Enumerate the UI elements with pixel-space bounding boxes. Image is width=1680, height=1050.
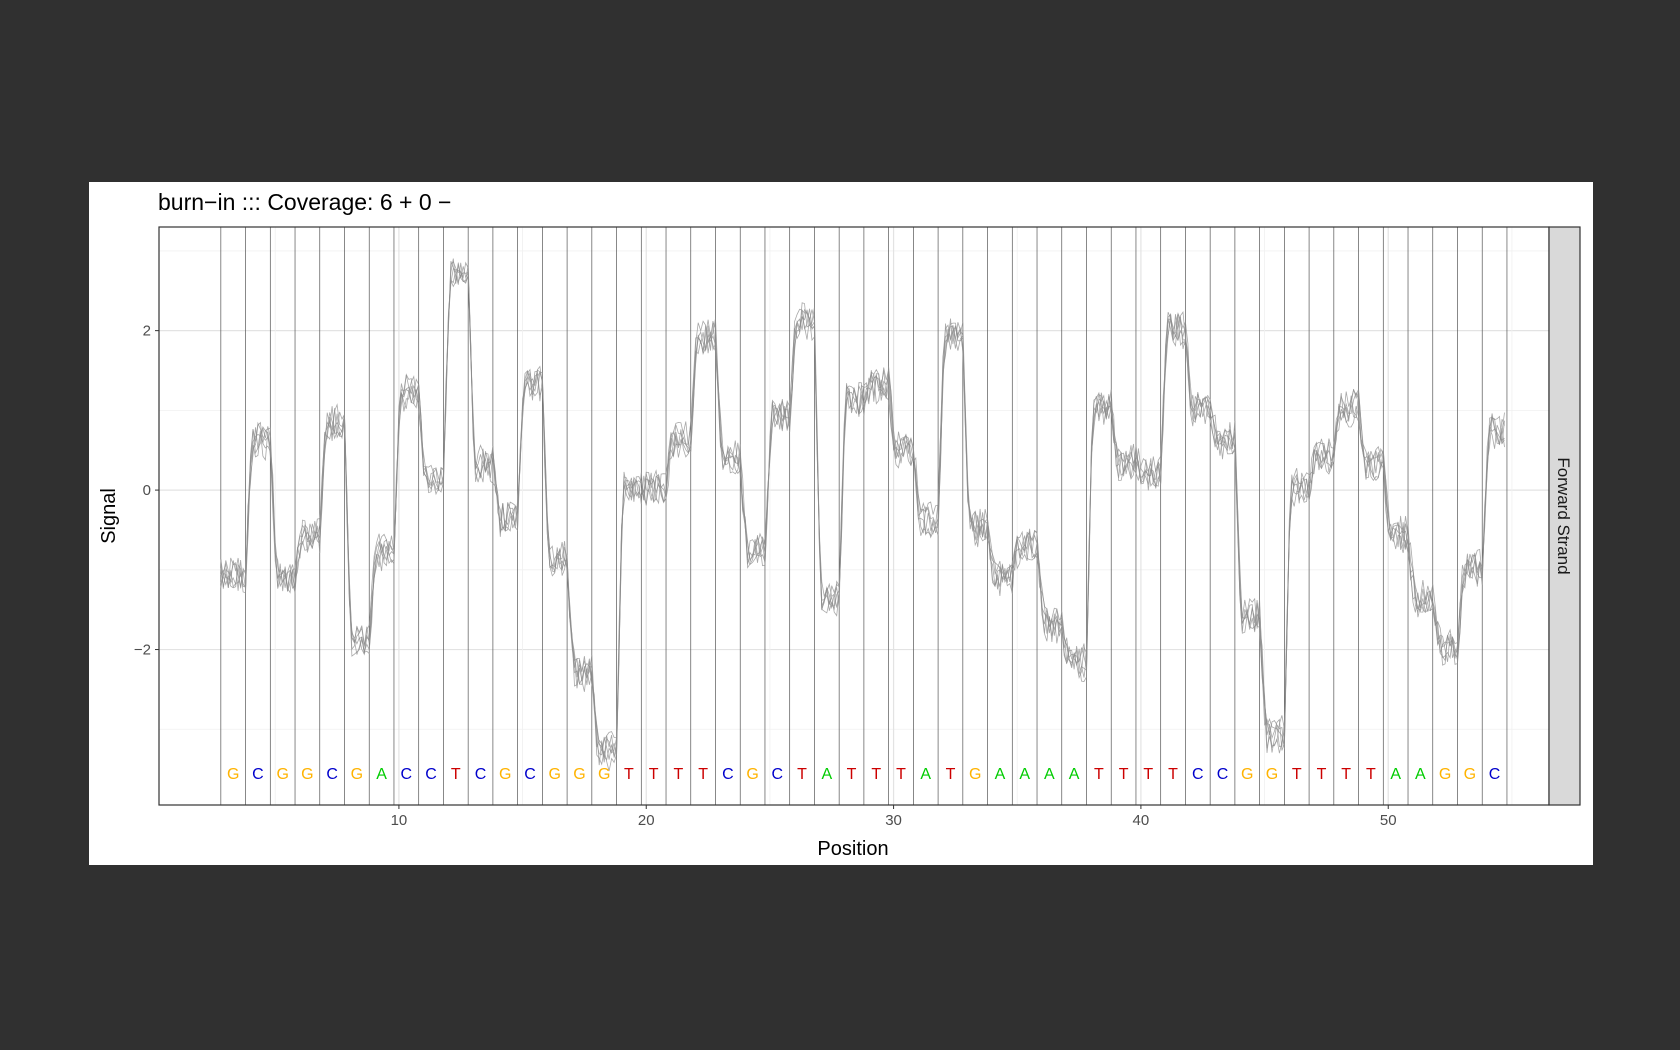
x-tick-label: 20: [638, 812, 655, 829]
base-label: A: [1044, 766, 1055, 783]
base-label: G: [598, 766, 610, 783]
base-label: T: [624, 766, 634, 783]
base-label: C: [401, 766, 413, 783]
x-tick-label: 30: [885, 812, 902, 829]
base-label: G: [1241, 766, 1253, 783]
base-label: T: [698, 766, 708, 783]
base-label: C: [722, 766, 734, 783]
base-label: G: [499, 766, 511, 783]
y-axis-title: Signal: [98, 488, 120, 544]
base-label: C: [1192, 766, 1204, 783]
base-label: T: [946, 766, 956, 783]
panel-background: [159, 227, 1549, 805]
base-label: G: [1266, 766, 1278, 783]
y-tick-label: −2: [134, 642, 151, 659]
base-label: C: [425, 766, 437, 783]
base-label: G: [227, 766, 239, 783]
base-label: T: [1143, 766, 1153, 783]
base-label: C: [1489, 766, 1501, 783]
facet-strip: Forward Strand: [1548, 226, 1581, 806]
base-label: G: [276, 766, 288, 783]
base-label: G: [1464, 766, 1476, 783]
base-label: A: [1019, 766, 1030, 783]
base-label: G: [351, 766, 363, 783]
base-boundaries: [220, 227, 1508, 805]
facet-label: Forward Strand: [1554, 457, 1573, 574]
base-label: T: [1119, 766, 1129, 783]
base-label: T: [674, 766, 684, 783]
x-axis-title: Position: [817, 838, 888, 860]
x-tick-label: 50: [1380, 812, 1397, 829]
base-label: G: [746, 766, 758, 783]
base-label: T: [896, 766, 906, 783]
y-tick-label: 0: [143, 482, 151, 499]
base-label: C: [252, 766, 264, 783]
signal-trace: [220, 269, 1505, 760]
grid-lines: [159, 227, 1549, 805]
base-label: C: [475, 766, 487, 783]
base-label: C: [1217, 766, 1229, 783]
base-label: G: [969, 766, 981, 783]
base-label: T: [649, 766, 659, 783]
base-label: C: [772, 766, 784, 783]
x-tick-label: 10: [391, 812, 408, 829]
signal-traces: [220, 258, 1505, 772]
base-label: G: [573, 766, 585, 783]
base-label: T: [451, 766, 461, 783]
base-label: T: [871, 766, 881, 783]
base-label: A: [1069, 766, 1080, 783]
base-label: A: [920, 766, 931, 783]
base-label: G: [301, 766, 313, 783]
base-label: A: [995, 766, 1006, 783]
base-label: C: [326, 766, 338, 783]
base-label: T: [1168, 766, 1178, 783]
base-label: T: [797, 766, 807, 783]
base-label: T: [847, 766, 857, 783]
chart-title: burn−in ::: Coverage: 6 + 0 −: [158, 189, 451, 215]
base-label: G: [1439, 766, 1451, 783]
base-label: T: [1366, 766, 1376, 783]
y-tick-label: 2: [143, 323, 151, 340]
plot-panel: [159, 227, 1549, 805]
base-label: T: [1317, 766, 1327, 783]
base-label: A: [376, 766, 387, 783]
signal-trace: [220, 261, 1505, 772]
base-label: T: [1292, 766, 1302, 783]
base-label: G: [549, 766, 561, 783]
base-label: T: [1094, 766, 1104, 783]
base-label: C: [524, 766, 536, 783]
base-label: A: [821, 766, 832, 783]
base-label: A: [1390, 766, 1401, 783]
base-label: T: [1341, 766, 1351, 783]
x-tick-label: 40: [1133, 812, 1150, 829]
base-label: A: [1415, 766, 1426, 783]
